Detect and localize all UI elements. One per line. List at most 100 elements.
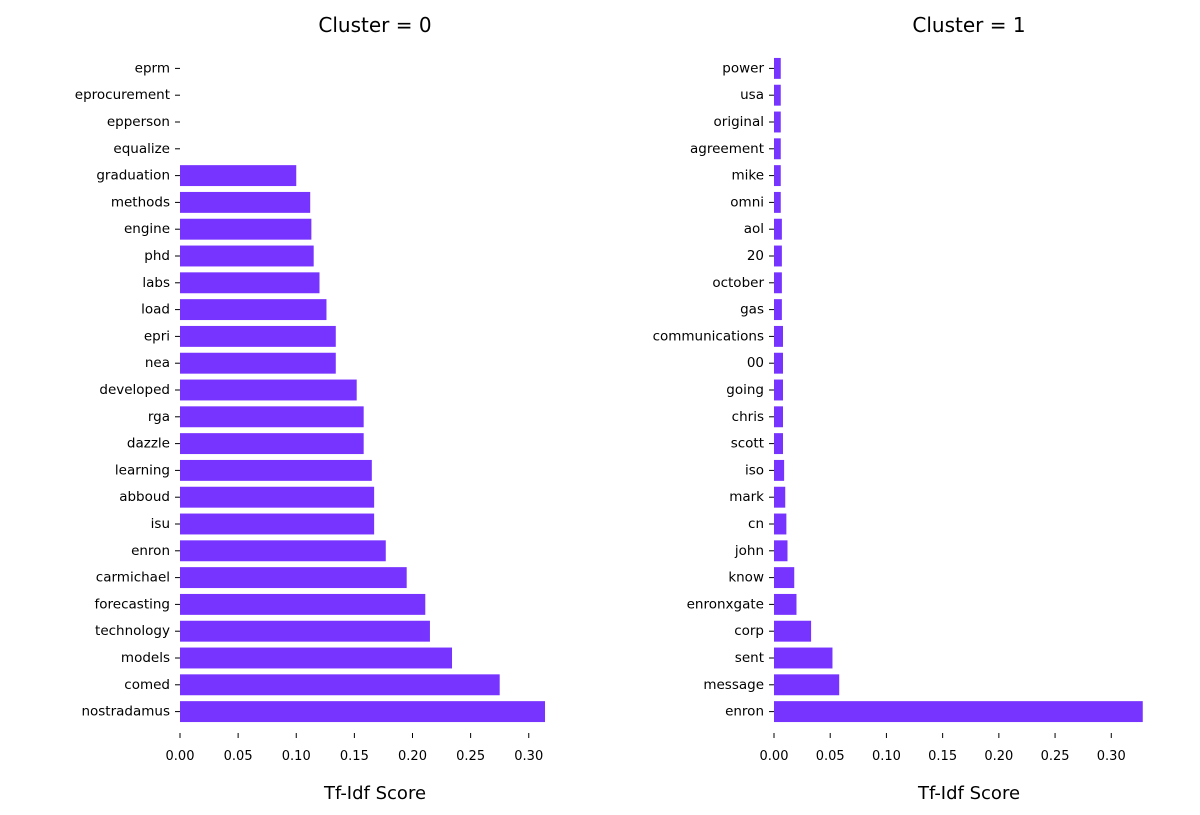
x-tick-label: 0.25 — [1041, 749, 1070, 764]
x-tick-label: 0.20 — [984, 749, 1013, 764]
bar-iso — [774, 459, 785, 481]
category-label: 20 — [747, 248, 764, 264]
bar-communications — [774, 325, 783, 347]
x-tick-label: 0.00 — [760, 749, 789, 764]
bar-epri — [180, 325, 336, 347]
category-label: nea — [145, 355, 170, 371]
category-label: enron — [725, 704, 764, 720]
bar-technology — [180, 620, 430, 642]
category-label: mark — [729, 489, 764, 505]
chart-title: Cluster = 1 — [912, 13, 1025, 37]
x-tick-label: 0.30 — [514, 749, 543, 764]
category-label: methods — [111, 194, 170, 210]
category-label: sent — [735, 650, 764, 666]
category-label: agreement — [690, 141, 764, 157]
category-label: learning — [115, 462, 170, 478]
category-label: models — [121, 650, 170, 666]
bar-going — [774, 379, 783, 401]
bar-october — [774, 272, 782, 294]
chart-panel-0: Cluster = 0 eprm eprocurement epperson equal… — [75, 13, 546, 804]
bar-mark — [774, 486, 786, 508]
category-label: comed — [124, 677, 170, 693]
category-label: 00 — [747, 355, 764, 371]
x-tick-label: 0.20 — [398, 749, 427, 764]
bar-methods — [180, 191, 311, 213]
category-label: technology — [95, 623, 170, 639]
category-label: john — [734, 543, 764, 559]
category-label: engine — [124, 221, 170, 237]
bar-learning — [180, 459, 372, 481]
x-tick-label: 0.05 — [816, 749, 845, 764]
bar-developed — [180, 379, 357, 401]
category-label: chris — [732, 409, 764, 425]
bar-agreement — [774, 138, 781, 160]
bar-isu — [180, 513, 375, 535]
bar-usa — [774, 84, 781, 106]
bar-dazzle — [180, 433, 364, 455]
bar-sent — [774, 647, 833, 669]
category-label: load — [141, 302, 170, 318]
bar-gas — [774, 299, 782, 321]
bar-omni — [774, 191, 781, 213]
category-label: eprocurement — [75, 87, 170, 103]
category-label: nostradamus — [81, 704, 170, 720]
category-label: communications — [653, 328, 764, 344]
bar-models — [180, 647, 453, 669]
category-label: developed — [99, 382, 170, 398]
bar-graduation — [180, 165, 297, 187]
bar-engine — [180, 218, 312, 240]
x-axis-title: Tf-Idf Score — [323, 783, 426, 804]
bar-power — [774, 57, 781, 79]
category-label: dazzle — [127, 436, 170, 452]
category-label: going — [726, 382, 764, 398]
category-label: iso — [745, 462, 764, 478]
category-label: isu — [151, 516, 170, 532]
category-label: original — [714, 114, 764, 130]
bar-original — [774, 111, 781, 133]
bar-abboud — [180, 486, 375, 508]
category-label: labs — [142, 275, 170, 291]
chart-panel-1: Cluster = 1 power usa original agreement mike… — [653, 13, 1143, 804]
category-label: cn — [748, 516, 764, 532]
x-axis-title: Tf-Idf Score — [917, 783, 1020, 804]
category-label: october — [712, 275, 764, 291]
bar-nostradamus — [180, 701, 546, 723]
bar-corp — [774, 620, 812, 642]
bar-labs — [180, 272, 320, 294]
bar-aol — [774, 218, 782, 240]
chart-title: Cluster = 0 — [318, 13, 431, 37]
category-label: scott — [731, 436, 764, 452]
category-label: power — [722, 60, 764, 76]
bar-message — [774, 674, 840, 696]
bar-chris — [774, 406, 783, 428]
category-label: mike — [731, 168, 764, 184]
x-tick-label: 0.10 — [282, 749, 311, 764]
category-label: carmichael — [96, 570, 170, 586]
x-tick-label: 0.00 — [166, 749, 195, 764]
category-label: know — [728, 570, 764, 586]
category-label: corp — [734, 623, 764, 639]
bar-20 — [774, 245, 782, 267]
category-label: enronxgate — [687, 596, 764, 612]
bar-carmichael — [180, 567, 407, 589]
category-label: enron — [131, 543, 170, 559]
bar-phd — [180, 245, 314, 267]
bar-know — [774, 567, 795, 589]
bar-comed — [180, 674, 500, 696]
bar-scott — [774, 433, 783, 455]
x-tick-label: 0.10 — [872, 749, 901, 764]
category-label: phd — [144, 248, 170, 264]
bar-enron — [180, 540, 386, 562]
bar-enronxgate — [774, 593, 797, 615]
category-label: omni — [730, 194, 764, 210]
bar-00 — [774, 352, 783, 374]
bar-load — [180, 299, 327, 321]
bar-rga — [180, 406, 364, 428]
bar-nea — [180, 352, 336, 374]
category-label: message — [703, 677, 764, 693]
bar-forecasting — [180, 593, 426, 615]
category-label: aol — [744, 221, 764, 237]
bar-enron — [774, 701, 1143, 723]
